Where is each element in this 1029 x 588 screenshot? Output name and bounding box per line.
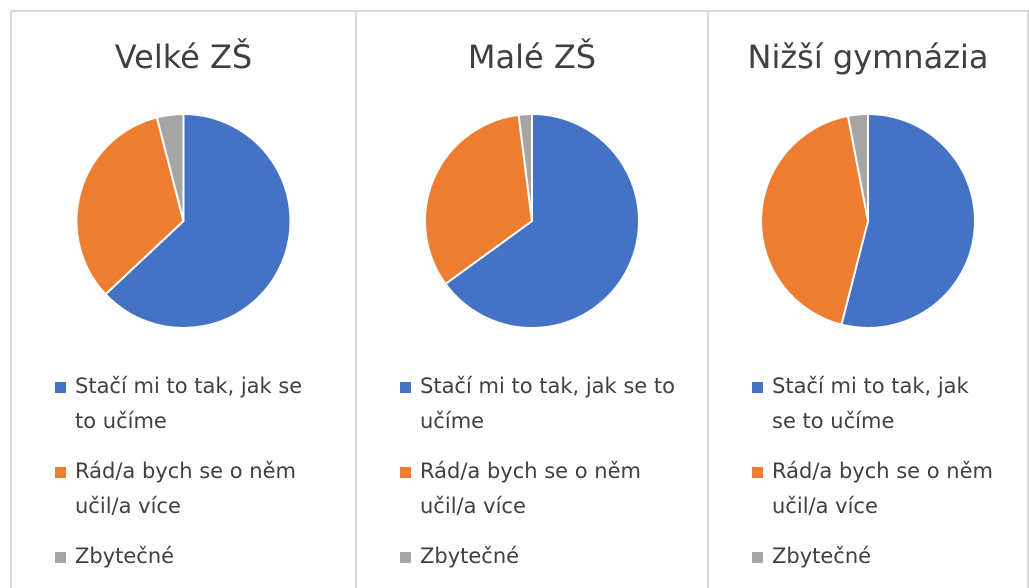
legend-label: Rád/a bych se o něm učil/a více <box>772 459 993 518</box>
pie-chart <box>760 112 976 329</box>
legend-swatch <box>752 382 763 393</box>
legend-label: Rád/a bych se o něm učil/a více <box>420 459 641 518</box>
legend-label: Zbytečné <box>75 544 175 568</box>
legend-swatch <box>55 467 66 478</box>
legend-label: Stačí mi to tak, jak se to učíme <box>75 374 303 433</box>
legend-swatch <box>55 552 66 563</box>
legend-label: Zbytečné <box>772 544 872 568</box>
legend-item: Stačí mi to tak, jak se to učíme <box>55 369 327 439</box>
pie-slice <box>444 112 640 329</box>
legend: Stačí mi to tak, jak se to učíme Rád/a by… <box>55 369 327 588</box>
legend-item: Zbytečné <box>752 539 999 574</box>
pie-slice <box>155 112 185 222</box>
pie-slice <box>517 112 533 222</box>
legend-item: Stačí mi to tak, jak se to učíme <box>752 369 999 439</box>
pie-chart <box>75 112 292 329</box>
chart-panel: Malé ZŠ Stačí mi to tak, jak se to učíme R… <box>355 10 709 588</box>
legend-item: Zbytečné <box>400 539 679 574</box>
chart-title: Nižší gymnázia <box>747 38 989 76</box>
legend-swatch <box>400 382 411 393</box>
legend-label: Stačí mi to tak, jak se to učíme <box>772 374 969 433</box>
legend-item: Rád/a bych se o něm učil/a více <box>55 454 327 524</box>
legend-label: Stačí mi to tak, jak se to učíme <box>420 374 675 433</box>
legend-swatch <box>752 552 763 563</box>
legend: Stačí mi to tak, jak se to učíme Rád/a by… <box>752 369 999 588</box>
legend-item: Rád/a bych se o něm učil/a více <box>752 454 999 524</box>
pie-slice <box>760 114 870 326</box>
legend-swatch <box>400 467 411 478</box>
pie-slice <box>104 112 292 329</box>
chart-title: Malé ZŠ <box>467 38 597 76</box>
legend-item: Rád/a bych se o něm učil/a více <box>400 454 679 524</box>
pie-chart <box>424 112 640 329</box>
legend-swatch <box>752 467 763 478</box>
pie-slice <box>75 116 185 296</box>
legend-swatch <box>55 382 66 393</box>
legend-label: Rád/a bych se o něm učil/a více <box>75 459 296 518</box>
legend-item: Zbytečné <box>55 539 327 574</box>
legend-label: Zbytečné <box>420 544 520 568</box>
pie-slice <box>840 112 976 329</box>
pie-slice <box>424 113 534 286</box>
legend: Stačí mi to tak, jak se to učíme Rád/a by… <box>400 369 679 588</box>
legend-item: Stačí mi to tak, jak se to učíme <box>400 369 679 439</box>
chart-panel: Nižší gymnázia Stačí mi to tak, jak se to… <box>707 10 1029 588</box>
chart-title: Velké ZŠ <box>114 38 253 76</box>
chart-panel: Velké ZŠ Stačí mi to tak, jak se to učíme… <box>10 10 357 588</box>
pie-slice <box>846 112 869 222</box>
legend-swatch <box>400 552 411 563</box>
